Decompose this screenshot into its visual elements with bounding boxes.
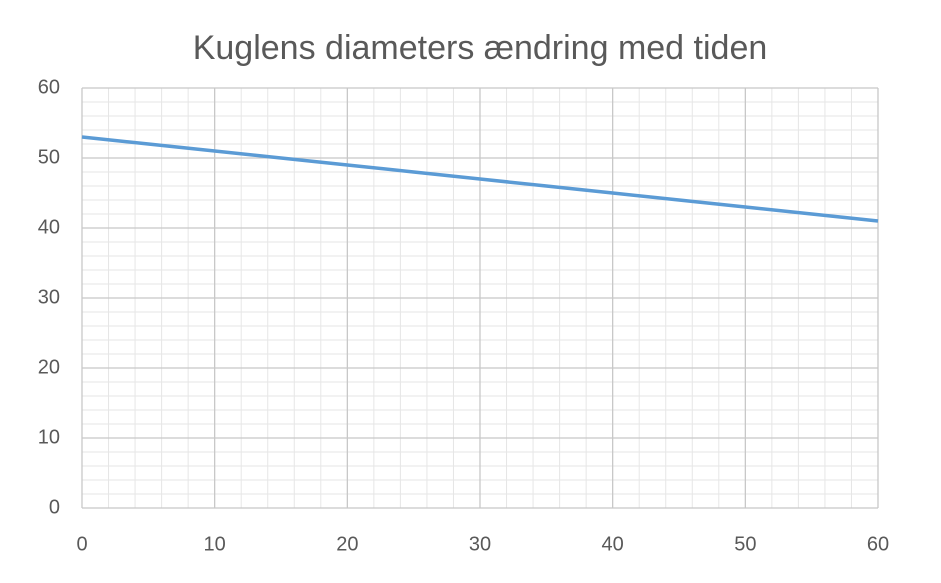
x-tick-label: 60	[867, 533, 889, 555]
y-tick-label: 50	[38, 146, 60, 168]
x-tick-label: 20	[336, 533, 358, 555]
y-tick-label: 40	[38, 216, 60, 238]
x-tick-label: 30	[469, 533, 491, 555]
y-tick-label: 20	[38, 356, 60, 378]
chart-title: Kuglens diameters ændring med tiden	[193, 29, 768, 67]
y-tick-label: 30	[38, 286, 60, 308]
x-tick-label: 10	[204, 533, 226, 555]
x-tick-label: 40	[602, 533, 624, 555]
data-line	[81, 135, 879, 223]
y-tick-label: 0	[49, 496, 60, 518]
y-tick-label: 10	[38, 426, 60, 448]
y-tick-label: 60	[38, 76, 60, 98]
x-tick-label: 0	[76, 533, 87, 555]
x-tick-label: 50	[734, 533, 756, 555]
